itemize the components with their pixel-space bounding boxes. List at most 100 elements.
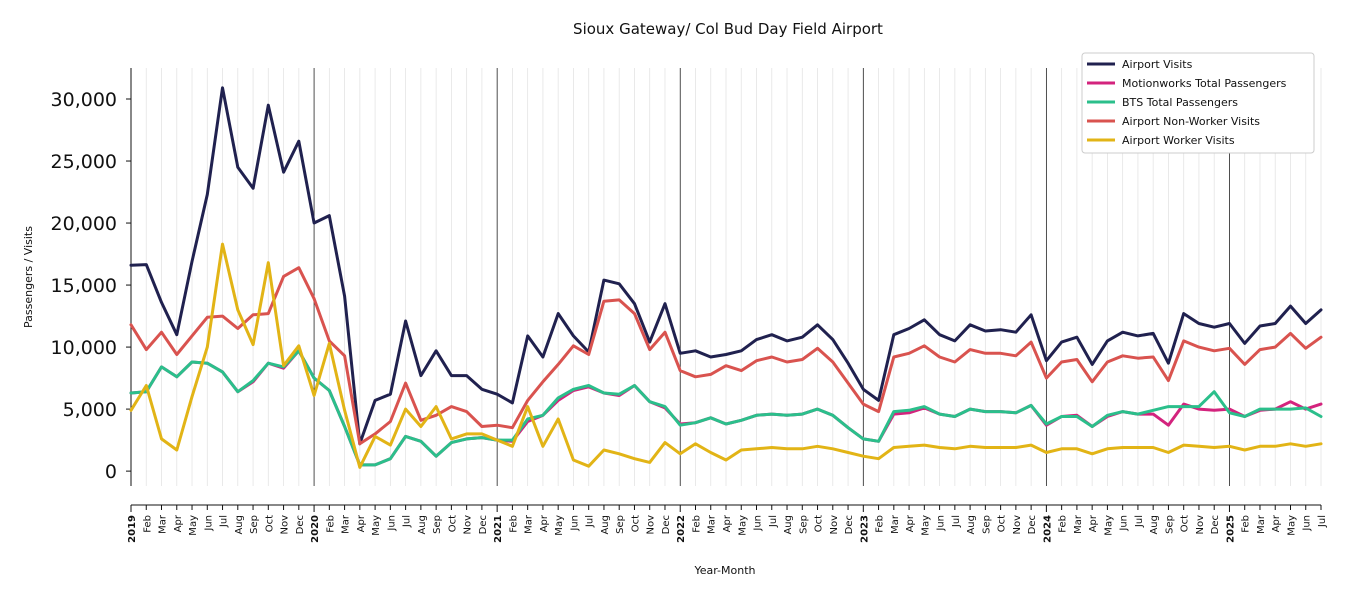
x-tick-label: Apr — [1271, 514, 1282, 532]
x-tick-label: Jul — [951, 515, 962, 528]
x-tick-label: Sep — [249, 515, 260, 534]
x-tick-label: 2019 — [127, 515, 138, 543]
x-tick-label: Oct — [1180, 515, 1191, 532]
x-tick-label: Feb — [1241, 515, 1252, 533]
x-tick-label: Jun — [753, 515, 764, 532]
legend-label-airport-worker-visits: Airport Worker Visits — [1122, 134, 1235, 147]
series-line-airport-worker-visits — [129, 242, 1323, 469]
x-tick-label: Oct — [447, 515, 458, 532]
x-tick-label: Nov — [829, 515, 840, 535]
x-tick-label: Sep — [798, 515, 809, 534]
x-tick-label: Apr — [1088, 514, 1099, 532]
x-tick-label: Feb — [691, 515, 702, 533]
x-tick-label: May — [188, 515, 199, 536]
x-tick-label: 2021 — [493, 515, 504, 543]
legend-label-bts-total-passengers: BTS Total Passengers — [1122, 96, 1238, 109]
x-tick-label: 2022 — [676, 515, 687, 543]
x-tick-label: Dec — [844, 515, 855, 534]
x-tick-label: Jun — [1302, 515, 1313, 532]
x-tick-label: Jul — [585, 515, 596, 528]
legend-label-airport-visits: Airport Visits — [1122, 58, 1193, 71]
x-axis-label: Year-Month — [693, 564, 755, 577]
x-tick-label: 2020 — [310, 515, 321, 543]
x-tick-label: Jul — [768, 515, 779, 528]
x-tick-label: Jun — [569, 515, 580, 532]
x-tick-label: Feb — [508, 515, 519, 533]
y-tick-label: 15,000 — [51, 275, 117, 297]
x-tick-label: Sep — [615, 515, 626, 534]
x-tick-label: Nov — [646, 515, 657, 535]
x-tick-label: Nov — [280, 515, 291, 535]
y-tick-label: 5,000 — [63, 399, 117, 421]
x-tick-label: Mar — [1256, 514, 1267, 534]
axis-layer: 0 5,000 10,000 15,000 20,000 25,000 30,000 2019… — [51, 68, 1328, 543]
x-tick-label: Jul — [1317, 515, 1328, 528]
x-tick-label: Oct — [997, 515, 1008, 532]
x-tick-label: Aug — [417, 515, 428, 535]
legend-box — [1081, 52, 1315, 154]
chart-title: Sioux Gateway/ Col Bud Day Field Airport — [573, 20, 883, 38]
y-tick-label: 30,000 — [51, 89, 117, 111]
y-tick-label: 10,000 — [51, 337, 117, 359]
x-tick-label: Apr — [722, 514, 733, 532]
y-tick-label: 20,000 — [51, 213, 117, 235]
x-tick-label: Mar — [890, 514, 901, 534]
x-tick-label: Jul — [1134, 515, 1145, 528]
x-tick-label: Jul — [219, 515, 230, 528]
x-tick-label: Jun — [936, 515, 947, 532]
x-tick-label: Mar — [341, 514, 352, 534]
x-tick-label: Apr — [173, 514, 184, 532]
x-tick-label: Feb — [325, 515, 336, 533]
x-tick-label: Aug — [783, 515, 794, 535]
x-tick-label: Dec — [295, 515, 306, 534]
y-tick-label: 25,000 — [51, 151, 117, 173]
x-tick-label: Dec — [1027, 515, 1038, 534]
y-tick-label: 0 — [105, 461, 117, 483]
x-tick-label: May — [920, 515, 931, 536]
legend-label-motionworks-total-passengers: Motionworks Total Passengers — [1122, 77, 1287, 90]
x-tick-label: Aug — [966, 515, 977, 535]
series-line-airport-non-worker-visits — [129, 266, 1323, 446]
series-line-airport-visits — [129, 86, 1323, 446]
x-tick-label: 2023 — [859, 515, 870, 543]
x-tick-label: Dec — [661, 515, 672, 534]
x-tick-label: Sep — [432, 515, 443, 534]
legend-label-airport-non-worker-visits: Airport Non-Worker Visits — [1122, 115, 1260, 128]
x-tick-label: Apr — [539, 514, 550, 532]
x-tick-label: Mar — [158, 514, 169, 534]
x-tick-label: Mar — [707, 514, 718, 534]
x-tick-label: Apr — [356, 514, 367, 532]
x-tick-label: May — [1103, 515, 1114, 536]
x-tick-label: Aug — [600, 515, 611, 535]
x-tick-label: 2025 — [1225, 515, 1236, 543]
x-tick-label: May — [1286, 515, 1297, 536]
x-tick-label: Apr — [905, 514, 916, 532]
x-tick-label: May — [554, 515, 565, 536]
legend: Airport Visits Motionworks Total Passenge… — [1081, 52, 1315, 154]
x-tick-label: Jul — [402, 515, 413, 528]
x-tick-label: Dec — [478, 515, 489, 534]
x-tick-label: 2024 — [1042, 515, 1053, 543]
x-tick-label: Jun — [203, 515, 214, 532]
x-tick-label: Dec — [1210, 515, 1221, 534]
x-tick-label: Nov — [463, 515, 474, 535]
x-tick-label: Jun — [386, 515, 397, 532]
x-tick-label: Oct — [630, 515, 641, 532]
x-tick-label: Oct — [264, 515, 275, 532]
x-tick-label: Jun — [1119, 515, 1130, 532]
x-tick-label: Feb — [1058, 515, 1069, 533]
x-tick-label: May — [737, 515, 748, 536]
x-tick-label: Sep — [1164, 515, 1175, 534]
x-tick-label: Mar — [524, 514, 535, 534]
series-layer — [129, 86, 1323, 469]
x-tick-label: May — [371, 515, 382, 536]
x-tick-label: Nov — [1012, 515, 1023, 535]
x-tick-label: Feb — [142, 515, 153, 533]
x-tick-label: Aug — [1149, 515, 1160, 535]
x-tick-label: Feb — [875, 515, 886, 533]
x-tick-label: Oct — [814, 515, 825, 532]
x-tick-label: Nov — [1195, 515, 1206, 535]
x-tick-label: Mar — [1073, 514, 1084, 534]
